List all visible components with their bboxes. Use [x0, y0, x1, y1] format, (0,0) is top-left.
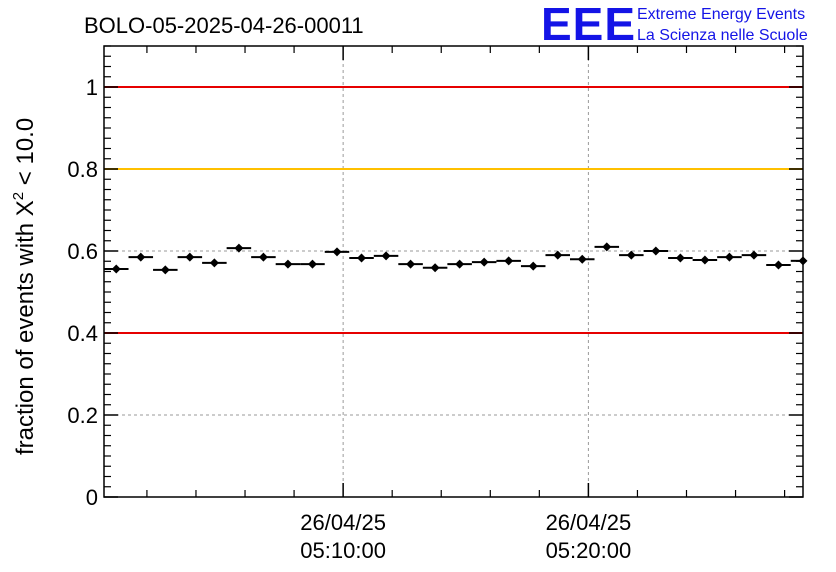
x-tick-label-time: 05:10:00	[300, 538, 386, 563]
y-tick-label: 0	[86, 485, 98, 510]
logo-letters: EEE	[541, 0, 636, 50]
x-tick-label-date: 26/04/25	[300, 510, 386, 535]
data-point	[153, 265, 178, 275]
y-tick-label: 0.2	[67, 403, 98, 428]
point-marker	[307, 259, 317, 269]
data-point	[373, 251, 399, 261]
point-marker	[479, 257, 489, 267]
data-point	[128, 252, 154, 262]
data-point	[177, 252, 203, 262]
point-marker	[209, 258, 219, 268]
data-point	[226, 243, 252, 253]
data-point	[496, 256, 521, 266]
y-tick-label: 0.4	[67, 321, 98, 346]
eee-logo: EEE Extreme Energy Events La Scienza nel…	[541, 0, 808, 50]
y-axis-label-superscript: 2	[10, 192, 27, 200]
data-point	[422, 263, 448, 273]
y-tick-label: 0.6	[67, 239, 98, 264]
data-point	[275, 259, 301, 269]
point-marker	[626, 250, 636, 260]
point-marker	[602, 242, 612, 252]
point-marker	[675, 253, 685, 263]
data-point	[300, 259, 325, 269]
y-axis-label-suffix: < 10.0	[12, 118, 39, 192]
data-point	[520, 261, 546, 271]
data-point	[741, 250, 767, 260]
point-marker	[651, 246, 661, 256]
point-marker	[700, 255, 710, 265]
data-point	[471, 257, 497, 267]
point-marker	[553, 250, 563, 260]
y-tick-label: 0.8	[67, 157, 98, 182]
data-point	[594, 242, 620, 252]
point-marker	[406, 259, 416, 269]
point-marker	[185, 252, 195, 262]
data-point	[619, 250, 644, 260]
data-point	[202, 258, 227, 268]
data-point	[398, 259, 423, 269]
point-marker	[455, 259, 465, 269]
point-marker	[577, 254, 587, 264]
reference-lines	[104, 86, 803, 334]
point-marker	[528, 261, 538, 271]
point-marker	[160, 265, 170, 275]
plot-frame	[103, 45, 804, 498]
x-tick-label-date: 26/04/25	[546, 510, 632, 535]
data-point	[668, 253, 693, 263]
point-marker	[234, 243, 244, 253]
point-marker	[111, 264, 121, 274]
point-marker	[357, 253, 367, 263]
logo-line-1: Extreme Energy Events	[637, 6, 805, 23]
point-marker	[381, 251, 391, 261]
data-point	[447, 259, 472, 269]
point-marker	[283, 259, 293, 269]
data-point	[349, 253, 374, 263]
point-marker	[430, 263, 440, 273]
point-marker	[773, 260, 783, 270]
logo-line-2: La Scienza nelle Scuole	[637, 27, 808, 44]
point-marker	[504, 256, 514, 266]
data-point	[545, 250, 570, 260]
data-series	[104, 242, 808, 275]
data-point	[766, 260, 791, 270]
point-marker	[749, 250, 759, 260]
data-point	[717, 252, 742, 262]
point-marker	[332, 247, 342, 257]
axes: 0 0.2 0.4 0.6 0.8 1 26/04/25 05:10:00 26/04/25 05…	[67, 45, 804, 563]
data-point	[570, 254, 595, 264]
data-point	[324, 247, 350, 257]
point-marker	[136, 252, 146, 262]
data-point	[692, 255, 718, 265]
y-axis-label-prefix: fraction of events with X	[12, 200, 39, 455]
data-point	[104, 264, 129, 274]
data-point	[251, 252, 276, 262]
x-tick-label-time: 05:20:00	[546, 538, 632, 563]
data-point	[643, 246, 669, 256]
y-axis-label: fraction of events with X2 < 10.0	[10, 118, 39, 455]
point-marker	[258, 252, 268, 262]
point-marker	[724, 252, 734, 262]
grid	[104, 46, 803, 497]
y-tick-label: 1	[86, 75, 98, 100]
chart-title: BOLO-05-2025-04-26-00011	[84, 13, 364, 38]
